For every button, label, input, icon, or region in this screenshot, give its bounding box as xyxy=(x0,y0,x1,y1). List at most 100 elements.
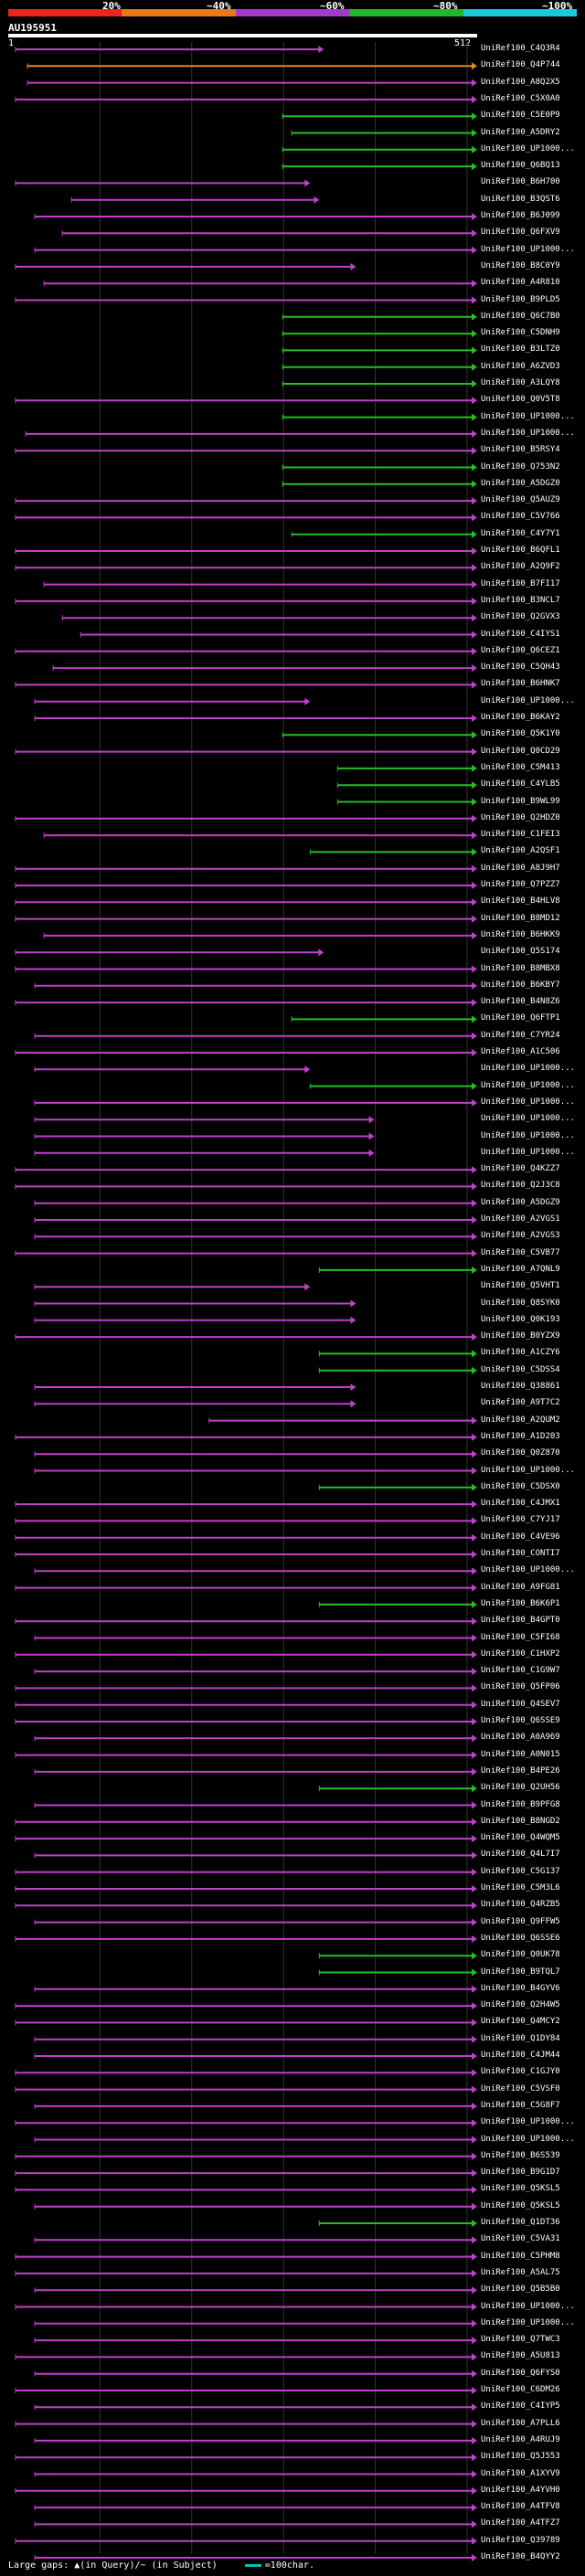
hit-label[interactable]: UniRef100_UP1000... xyxy=(481,1080,575,1090)
hit-label[interactable]: UniRef100_C7YR24 xyxy=(481,1030,560,1040)
hit-label[interactable]: UniRef100_Q6CEZ1 xyxy=(481,645,560,655)
hit-label[interactable]: UniRef100_B9G1D7 xyxy=(481,2168,560,2178)
hit-label[interactable]: UniRef100_CONTI7 xyxy=(481,1549,560,1558)
hit-label[interactable]: UniRef100_UP1000... xyxy=(481,428,575,438)
hit-label[interactable]: UniRef100_A6ZVD3 xyxy=(481,361,560,371)
hit-label[interactable]: UniRef100_Q0V5T8 xyxy=(481,395,560,405)
hit-label[interactable]: UniRef100_A5U813 xyxy=(481,2351,560,2361)
hit-label[interactable]: UniRef100_A4TFZ7 xyxy=(481,2518,560,2528)
hit-label[interactable]: UniRef100_A9FG81 xyxy=(481,1582,560,1592)
hit-label[interactable]: UniRef100_A2VGS1 xyxy=(481,1214,560,1224)
hit-label[interactable]: UniRef100_Q2UH56 xyxy=(481,1783,560,1793)
hit-label[interactable]: UniRef100_C5G137 xyxy=(481,1866,560,1876)
hit-label[interactable]: UniRef100_B8MD12 xyxy=(481,913,560,923)
hit-label[interactable]: UniRef100_A1D203 xyxy=(481,1431,560,1441)
hit-label[interactable]: UniRef100_B8MBX8 xyxy=(481,963,560,973)
hit-label[interactable]: UniRef100_C4VE96 xyxy=(481,1532,560,1542)
hit-label[interactable]: UniRef100_C5X0A0 xyxy=(481,93,560,103)
hit-label[interactable]: UniRef100_B6HNK7 xyxy=(481,679,560,689)
hit-label[interactable]: UniRef100_C5G8F7 xyxy=(481,2100,560,2110)
hit-label[interactable]: UniRef100_B7FI17 xyxy=(481,578,560,588)
hit-label[interactable]: UniRef100_C5PHM8 xyxy=(481,2251,560,2261)
hit-label[interactable]: UniRef100_Q4SEV7 xyxy=(481,1699,560,1709)
hit-label[interactable]: UniRef100_B8NGD2 xyxy=(481,1816,560,1826)
hit-label[interactable]: UniRef100_UP1000... xyxy=(481,2117,575,2127)
hit-label[interactable]: UniRef100_C5DSS4 xyxy=(481,1364,560,1374)
hit-label[interactable]: UniRef100_Q5VHT1 xyxy=(481,1281,560,1291)
hit-label[interactable]: UniRef100_Q4WQM5 xyxy=(481,1833,560,1843)
hit-label[interactable]: UniRef100_C4Y7Y1 xyxy=(481,528,560,538)
hit-label[interactable]: UniRef100_C5VB77 xyxy=(481,1247,560,1257)
hit-label[interactable]: UniRef100_Q2H4W5 xyxy=(481,2000,560,2010)
hit-label[interactable]: UniRef100_Q1DT36 xyxy=(481,2218,560,2227)
hit-label[interactable]: UniRef100_Q7TWC3 xyxy=(481,2335,560,2345)
hit-label[interactable]: UniRef100_UP1000... xyxy=(481,1465,575,1475)
hit-label[interactable]: UniRef100_Q6SSE6 xyxy=(481,1933,560,1943)
hit-label[interactable]: UniRef100_B8C0Y9 xyxy=(481,260,560,270)
hit-label[interactable]: UniRef100_C7YJ17 xyxy=(481,1515,560,1525)
hit-label[interactable]: UniRef100_A5DRY2 xyxy=(481,127,560,137)
hit-label[interactable]: UniRef100_Q5B5B0 xyxy=(481,2284,560,2295)
hit-label[interactable]: UniRef100_B6S539 xyxy=(481,2150,560,2160)
hit-label[interactable]: UniRef100_C5QH43 xyxy=(481,663,560,673)
hit-label[interactable]: UniRef100_UP1000... xyxy=(481,1114,575,1124)
hit-label[interactable]: UniRef100_C5V766 xyxy=(481,512,560,522)
hit-label[interactable]: UniRef100_UP1000... xyxy=(481,1130,575,1140)
hit-label[interactable]: UniRef100_C5FI68 xyxy=(481,1632,560,1642)
hit-label[interactable]: UniRef100_A2Q9F2 xyxy=(481,562,560,572)
hit-label[interactable]: UniRef100_Q5KSL5 xyxy=(481,2200,560,2210)
hit-label[interactable]: UniRef100_Q0Z870 xyxy=(481,1448,560,1458)
hit-label[interactable]: UniRef100_Q5K1Y0 xyxy=(481,729,560,739)
hit-label[interactable]: UniRef100_C4JM44 xyxy=(481,2051,560,2060)
hit-label[interactable]: UniRef100_C6DM26 xyxy=(481,2385,560,2394)
hit-label[interactable]: UniRef100_A2QSF1 xyxy=(481,846,560,856)
hit-label[interactable]: UniRef100_Q7PZZ7 xyxy=(481,880,560,889)
hit-label[interactable]: UniRef100_Q2HDZ0 xyxy=(481,812,560,822)
hit-label[interactable]: UniRef100_C5VA31 xyxy=(481,2234,560,2244)
hit-label[interactable]: UniRef100_A3LQY8 xyxy=(481,378,560,387)
hit-label[interactable]: UniRef100_UP1000... xyxy=(481,1147,575,1157)
hit-label[interactable]: UniRef100_B6QFL1 xyxy=(481,546,560,555)
hit-label[interactable]: UniRef100_Q0UK78 xyxy=(481,1950,560,1960)
hit-label[interactable]: UniRef100_Q4P744 xyxy=(481,60,560,70)
hit-label[interactable]: UniRef100_Q6FTP1 xyxy=(481,1013,560,1023)
hit-label[interactable]: UniRef100_Q0K193 xyxy=(481,1314,560,1324)
hit-label[interactable]: UniRef100_C5DSX0 xyxy=(481,1481,560,1491)
hit-label[interactable]: UniRef100_B3LTZ0 xyxy=(481,345,560,355)
hit-label[interactable]: UniRef100_UP1000... xyxy=(481,695,575,705)
hit-label[interactable]: UniRef100_C5E0P9 xyxy=(481,111,560,121)
hit-label[interactable]: UniRef100_A2VGS3 xyxy=(481,1231,560,1241)
hit-label[interactable]: UniRef100_B6KBY7 xyxy=(481,980,560,990)
hit-label[interactable]: UniRef100_Q5J553 xyxy=(481,2452,560,2462)
hit-label[interactable]: UniRef100_C1FEI3 xyxy=(481,830,560,840)
hit-label[interactable]: UniRef100_C5DNH9 xyxy=(481,328,560,338)
hit-label[interactable]: UniRef100_Q5S174 xyxy=(481,947,560,957)
hit-label[interactable]: UniRef100_Q8SYK0 xyxy=(481,1298,560,1308)
hit-label[interactable]: UniRef100_Q4KZZ7 xyxy=(481,1164,560,1174)
hit-label[interactable]: UniRef100_UP1000... xyxy=(481,143,575,154)
hit-label[interactable]: UniRef100_B4GYV6 xyxy=(481,1983,560,1993)
hit-label[interactable]: UniRef100_B3QST6 xyxy=(481,194,560,204)
hit-label[interactable]: UniRef100_C1HXP2 xyxy=(481,1648,560,1659)
hit-label[interactable]: UniRef100_B9PLD5 xyxy=(481,294,560,304)
hit-label[interactable]: UniRef100_UP1000... xyxy=(481,411,575,421)
hit-label[interactable]: UniRef100_Q4RZB5 xyxy=(481,1900,560,1910)
hit-label[interactable]: UniRef100_A9T7C2 xyxy=(481,1398,560,1408)
hit-label[interactable]: UniRef100_A7QNL9 xyxy=(481,1264,560,1274)
hit-label[interactable]: UniRef100_A4R810 xyxy=(481,278,560,288)
hit-label[interactable]: UniRef100_C5VSF0 xyxy=(481,2083,560,2094)
hit-label[interactable]: UniRef100_C4IYP5 xyxy=(481,2401,560,2412)
hit-label[interactable]: UniRef100_C4IYS1 xyxy=(481,629,560,639)
hit-label[interactable]: UniRef100_B9PFG8 xyxy=(481,1799,560,1809)
hit-label[interactable]: UniRef100_A5DGZ0 xyxy=(481,478,560,488)
hit-label[interactable]: UniRef100_Q6BQ13 xyxy=(481,161,560,171)
hit-label[interactable]: UniRef100_UP1000... xyxy=(481,2317,575,2327)
hit-label[interactable]: UniRef100_B4HLV8 xyxy=(481,896,560,906)
hit-label[interactable]: UniRef100_A8J9H7 xyxy=(481,863,560,873)
hit-label[interactable]: UniRef100_B0YZX9 xyxy=(481,1331,560,1341)
hit-label[interactable]: UniRef100_B6J099 xyxy=(481,211,560,220)
hit-label[interactable]: UniRef100_Q5FP06 xyxy=(481,1682,560,1692)
hit-label[interactable]: UniRef100_A4TFV8 xyxy=(481,2502,560,2512)
hit-label[interactable]: UniRef100_UP1000... xyxy=(481,1097,575,1107)
hit-label[interactable]: UniRef100_Q6C7B0 xyxy=(481,311,560,321)
